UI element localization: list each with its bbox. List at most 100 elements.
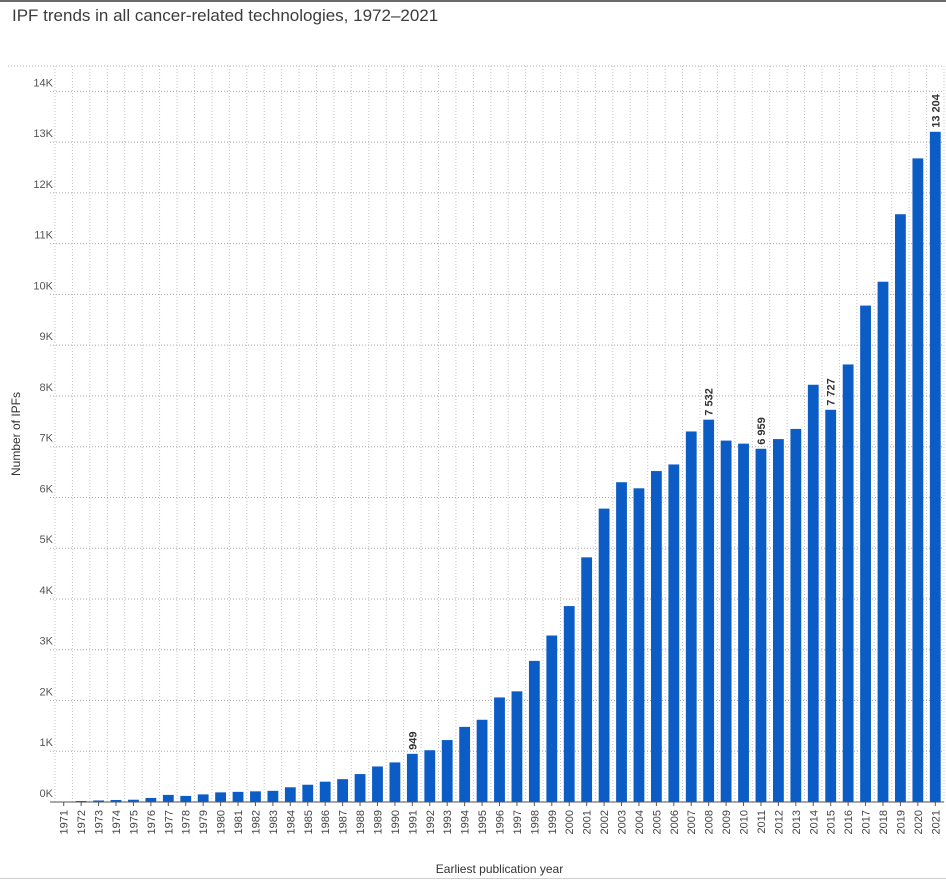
y-tick-label: 1K bbox=[40, 737, 54, 749]
bar-2008 bbox=[703, 419, 715, 802]
x-tick-label: 2011 bbox=[756, 810, 768, 834]
x-tick-label: 1977 bbox=[163, 810, 175, 834]
x-tick-label: 1994 bbox=[460, 810, 472, 834]
bar-2021 bbox=[929, 131, 941, 802]
x-tick-label: 1999 bbox=[547, 810, 559, 834]
bar-2003 bbox=[616, 482, 627, 802]
x-tick-label: 1985 bbox=[303, 810, 315, 834]
bar-1999 bbox=[546, 635, 558, 802]
x-tick-label: 2020 bbox=[913, 810, 925, 834]
bar-2017 bbox=[860, 305, 871, 802]
x-tick-label: 1988 bbox=[355, 810, 367, 834]
bar-2001 bbox=[581, 557, 593, 802]
x-tick-label: 1992 bbox=[425, 810, 437, 834]
x-tick-label: 2003 bbox=[617, 810, 629, 834]
x-tick-label: 1973 bbox=[94, 810, 106, 834]
bar-1991 bbox=[406, 753, 418, 802]
x-tick-label: 1976 bbox=[146, 810, 158, 834]
bar-1984 bbox=[284, 787, 296, 802]
x-tick-label: 2019 bbox=[895, 810, 907, 834]
bar-2006 bbox=[668, 464, 680, 802]
y-tick-label: 8K bbox=[40, 382, 54, 394]
bar-1976 bbox=[145, 797, 157, 802]
x-tick-label: 1972 bbox=[76, 810, 88, 834]
bar-1972 bbox=[75, 800, 87, 802]
bar-1978 bbox=[180, 795, 192, 802]
x-tick-label: 1974 bbox=[111, 810, 123, 834]
bar-2012 bbox=[772, 439, 784, 802]
bar-1996 bbox=[494, 697, 505, 802]
y-tick-label: 2K bbox=[40, 686, 54, 698]
x-tick-label: 2000 bbox=[564, 810, 576, 834]
bar-1995 bbox=[476, 719, 488, 802]
bar-2000 bbox=[563, 606, 575, 802]
data-label-2015: 7 727 bbox=[826, 378, 838, 406]
x-tick-label: 2017 bbox=[861, 810, 873, 834]
x-tick-label: 1986 bbox=[320, 810, 332, 834]
bar-1988 bbox=[354, 774, 366, 802]
x-tick-label: 2016 bbox=[843, 810, 855, 834]
bar-2004 bbox=[633, 488, 645, 802]
x-tick-label: 1990 bbox=[390, 810, 402, 834]
bars bbox=[58, 131, 941, 803]
data-labels: 949 7 532 6 959 7 727 13 204 bbox=[407, 93, 942, 750]
bar-2013 bbox=[790, 428, 802, 802]
x-axis: 1971 1972 1973 1974 1975 1976 1977 1978 1979 1980… bbox=[50, 801, 944, 834]
x-tick-label: 2001 bbox=[582, 810, 594, 834]
x-tick-label: 1993 bbox=[442, 810, 454, 834]
x-tick-label: 2005 bbox=[651, 810, 663, 834]
bar-2014 bbox=[807, 384, 819, 802]
x-tick-label: 1984 bbox=[285, 810, 297, 834]
bar-1977 bbox=[162, 794, 174, 802]
bar-1974 bbox=[110, 799, 122, 802]
data-label-2011: 6 959 bbox=[756, 417, 768, 445]
bar-1975 bbox=[128, 799, 139, 802]
bar-1992 bbox=[424, 750, 436, 802]
y-axis: 0K 1K 2K 3K 4K 5K 6K 7K 8K 9K 10K 11K 12K 13K 14K bbox=[33, 77, 53, 800]
bar-1997 bbox=[511, 691, 523, 802]
bar-2009 bbox=[720, 440, 732, 802]
bar-1979 bbox=[197, 794, 209, 802]
y-tick-label: 5K bbox=[40, 534, 54, 546]
x-tick-label: 1982 bbox=[250, 810, 262, 834]
bar-2005 bbox=[650, 471, 662, 802]
y-tick-label: 9K bbox=[40, 331, 54, 343]
x-tick-label: 1991 bbox=[407, 810, 419, 834]
x-tick-label: 2013 bbox=[791, 810, 803, 834]
x-tick-label: 1975 bbox=[128, 810, 140, 834]
bar-1985 bbox=[302, 784, 314, 802]
x-tick-label: 2008 bbox=[704, 810, 716, 834]
bar-1994 bbox=[459, 726, 471, 802]
x-tick-label: 1987 bbox=[338, 810, 350, 834]
y-axis-title: Number of IPFs bbox=[9, 392, 23, 476]
x-axis-title: Earliest publication year bbox=[436, 862, 563, 876]
x-tick-label: 1989 bbox=[372, 810, 384, 834]
x-tick-label: 2010 bbox=[739, 810, 751, 834]
x-tick-label: 1971 bbox=[59, 810, 71, 834]
bar-2019 bbox=[895, 214, 906, 802]
bar-2018 bbox=[877, 281, 889, 803]
bar-2010 bbox=[738, 443, 749, 802]
x-tick-label: 1997 bbox=[512, 810, 524, 834]
bar-1980 bbox=[215, 792, 227, 802]
bar-1982 bbox=[250, 791, 261, 802]
chart-title: IPF trends in all cancer-related technol… bbox=[12, 6, 439, 25]
y-tick-label: 14K bbox=[33, 77, 53, 89]
bar-1990 bbox=[389, 762, 401, 802]
bar-1973 bbox=[93, 800, 104, 802]
x-tick-label: 1979 bbox=[198, 810, 210, 834]
x-tick-label: 2002 bbox=[599, 810, 611, 834]
bar-2002 bbox=[598, 508, 610, 802]
x-tick-label: 2021 bbox=[930, 810, 942, 834]
bar-1989 bbox=[372, 766, 383, 802]
x-tick-label: 2009 bbox=[721, 810, 733, 834]
y-tick-label: 11K bbox=[34, 230, 53, 242]
bar-1987 bbox=[337, 779, 349, 802]
y-tick-label: 10K bbox=[33, 280, 53, 292]
y-tick-label: 3K bbox=[40, 636, 54, 648]
y-tick-label: 4K bbox=[40, 585, 54, 597]
bar-2015 bbox=[825, 409, 837, 802]
bar-1983 bbox=[267, 790, 279, 802]
x-tick-label: 2007 bbox=[686, 810, 698, 834]
x-tick-label: 1983 bbox=[268, 810, 280, 834]
